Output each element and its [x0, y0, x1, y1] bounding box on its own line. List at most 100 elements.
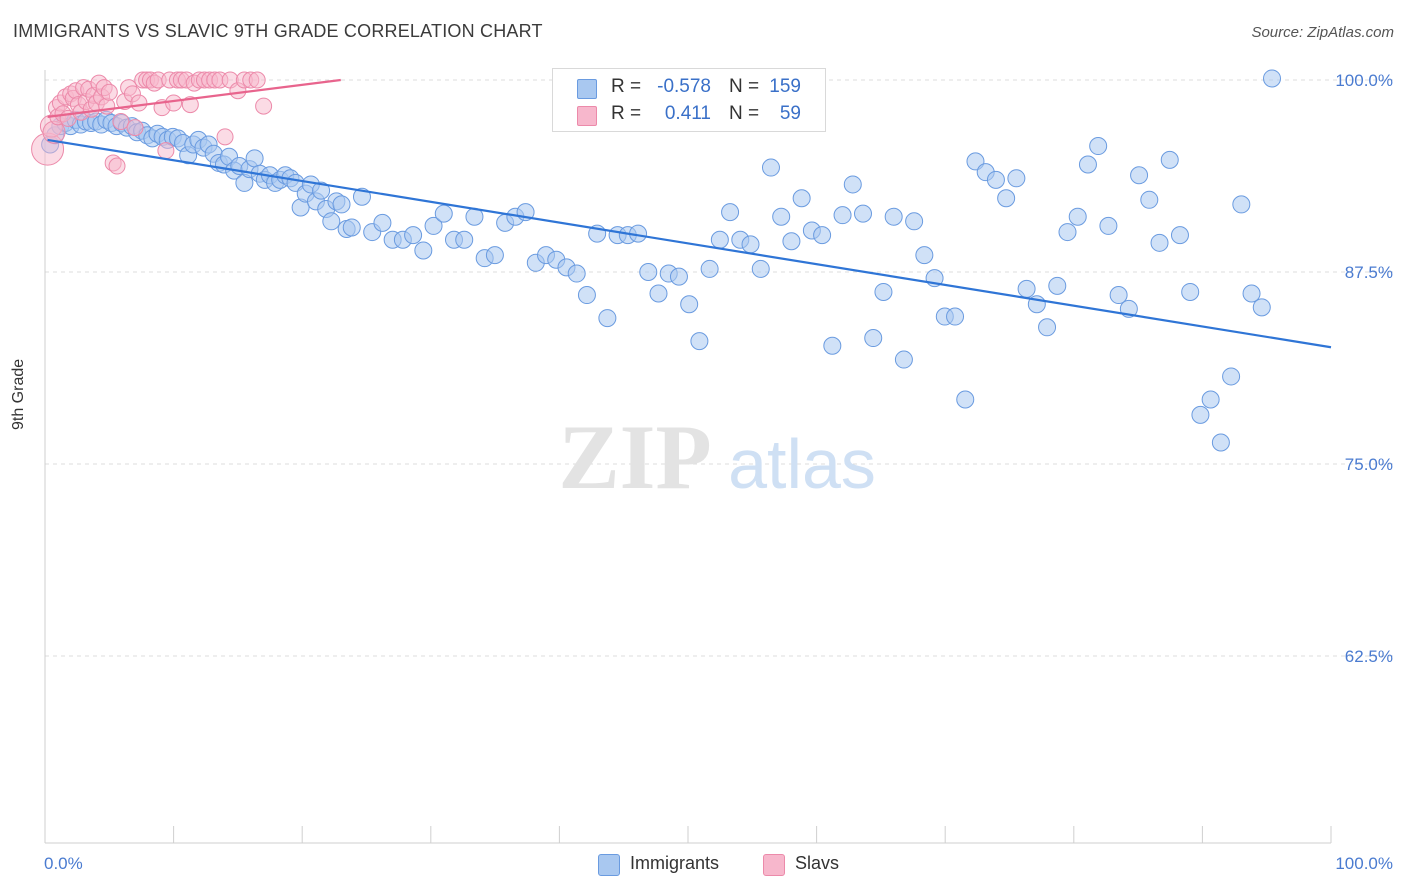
immigrants-point — [1201, 390, 1220, 409]
slavs-point — [157, 142, 175, 160]
immigrants-point — [455, 230, 474, 249]
immigrants-point — [1181, 282, 1200, 301]
immigrants-point — [414, 241, 433, 260]
immigrants-point — [245, 149, 264, 168]
legend-r-label: R = — [611, 103, 642, 124]
immigrants-point — [823, 336, 842, 355]
immigrants-point — [894, 350, 913, 369]
immigrants-point — [1048, 276, 1067, 295]
legend-r-label: R = — [611, 76, 642, 97]
immigrants-point — [1058, 223, 1077, 242]
immigrants-point — [1252, 298, 1271, 317]
immigrants-point — [373, 213, 392, 232]
immigrants-point — [1007, 169, 1026, 188]
y-tick-label: 100.0% — [1335, 71, 1393, 90]
slavs-point — [216, 128, 234, 146]
legend-n-label: N = — [729, 76, 760, 97]
immigrants-point — [843, 175, 862, 194]
legend-row-immigrants: R = -0.578 N = 159 — [553, 75, 825, 101]
immigrants-point — [915, 246, 934, 265]
slavs-point — [255, 97, 273, 115]
immigrants-point — [1068, 207, 1087, 226]
immigrants-point — [813, 226, 832, 245]
immigrants-point — [1099, 216, 1118, 235]
immigrants-point — [833, 206, 852, 225]
immigrants-point — [1242, 284, 1261, 303]
immigrants-point — [312, 181, 331, 200]
bottom-legend-swatch-slavs — [763, 854, 785, 876]
immigrants-point — [322, 212, 341, 231]
immigrants-point — [1191, 405, 1210, 424]
legend-r-value: 0.411 — [664, 103, 711, 124]
immigrants-point — [1078, 155, 1097, 174]
slavs-point — [181, 96, 199, 114]
immigrants-point — [792, 189, 811, 208]
immigrants-point — [1109, 286, 1128, 305]
immigrants-point — [1211, 433, 1230, 452]
immigrants-point — [1222, 367, 1241, 386]
slavs-point — [248, 71, 266, 89]
immigrants-point — [1130, 166, 1149, 185]
immigrants-point — [1150, 233, 1169, 252]
bottom-legend-swatch-immigrants — [598, 854, 620, 876]
correlation-legend: R = -0.578 N = 159 R = 0.411 N = 59 — [552, 68, 826, 132]
immigrants-point — [751, 259, 770, 278]
immigrants-point — [905, 212, 924, 231]
immigrants-point — [680, 295, 699, 314]
immigrants-point — [1263, 69, 1281, 88]
slavs-point — [130, 94, 148, 112]
immigrants-point — [1089, 137, 1108, 156]
immigrants-point — [864, 329, 883, 348]
immigrants-trend-line — [47, 138, 1332, 349]
immigrants-point — [690, 332, 709, 351]
legend-swatch-immigrants — [577, 79, 597, 99]
legend-swatch-slavs — [577, 106, 597, 126]
x-tick-label: 100.0% — [1335, 854, 1393, 873]
immigrants-point — [1170, 226, 1189, 245]
immigrants-point — [485, 246, 504, 265]
slavs-point — [98, 97, 116, 115]
slavs-trend-line — [47, 78, 341, 118]
legend-n-value: 159 — [769, 76, 801, 97]
immigrants-point — [884, 207, 903, 226]
slavs-point — [126, 119, 144, 137]
immigrants-point — [986, 170, 1005, 189]
legend-r-value: -0.578 — [657, 76, 711, 97]
immigrants-point — [639, 263, 658, 281]
immigrants-point — [721, 203, 740, 222]
immigrants-point — [404, 226, 423, 245]
slavs-point — [108, 157, 126, 175]
immigrants-point — [1160, 150, 1179, 169]
y-tick-label: 75.0% — [1345, 455, 1393, 474]
slavs-point — [100, 83, 118, 101]
immigrants-point — [782, 232, 801, 251]
y-tick-label: 87.5% — [1345, 263, 1393, 282]
immigrants-point — [567, 264, 586, 283]
immigrants-point — [649, 284, 668, 303]
x-tick-label: 0.0% — [44, 854, 83, 873]
watermark-zip: ZIP — [558, 406, 711, 508]
bottom-legend-label-immigrants: Immigrants — [630, 853, 720, 873]
immigrants-point — [854, 204, 872, 223]
immigrants-point — [598, 309, 617, 328]
immigrants-point — [997, 189, 1016, 208]
immigrants-point — [332, 195, 351, 214]
immigrants-point — [700, 259, 719, 278]
immigrants-point — [577, 286, 596, 305]
immigrants-point — [342, 218, 361, 237]
immigrants-point — [434, 204, 453, 223]
immigrants-point — [741, 235, 760, 254]
immigrants-point — [1038, 318, 1057, 337]
trend-lines — [47, 78, 1332, 349]
legend-n-label: N = — [729, 103, 760, 124]
immigrants-point — [710, 230, 729, 249]
immigrants-point — [946, 307, 965, 326]
legend-n-value: 59 — [779, 103, 801, 124]
axes — [44, 70, 1332, 844]
y-tick-label: 62.5% — [1345, 647, 1393, 666]
immigrants-point — [874, 282, 893, 301]
slavs-point — [112, 112, 130, 130]
immigrants-point — [761, 158, 780, 177]
immigrants-point — [1232, 195, 1251, 214]
